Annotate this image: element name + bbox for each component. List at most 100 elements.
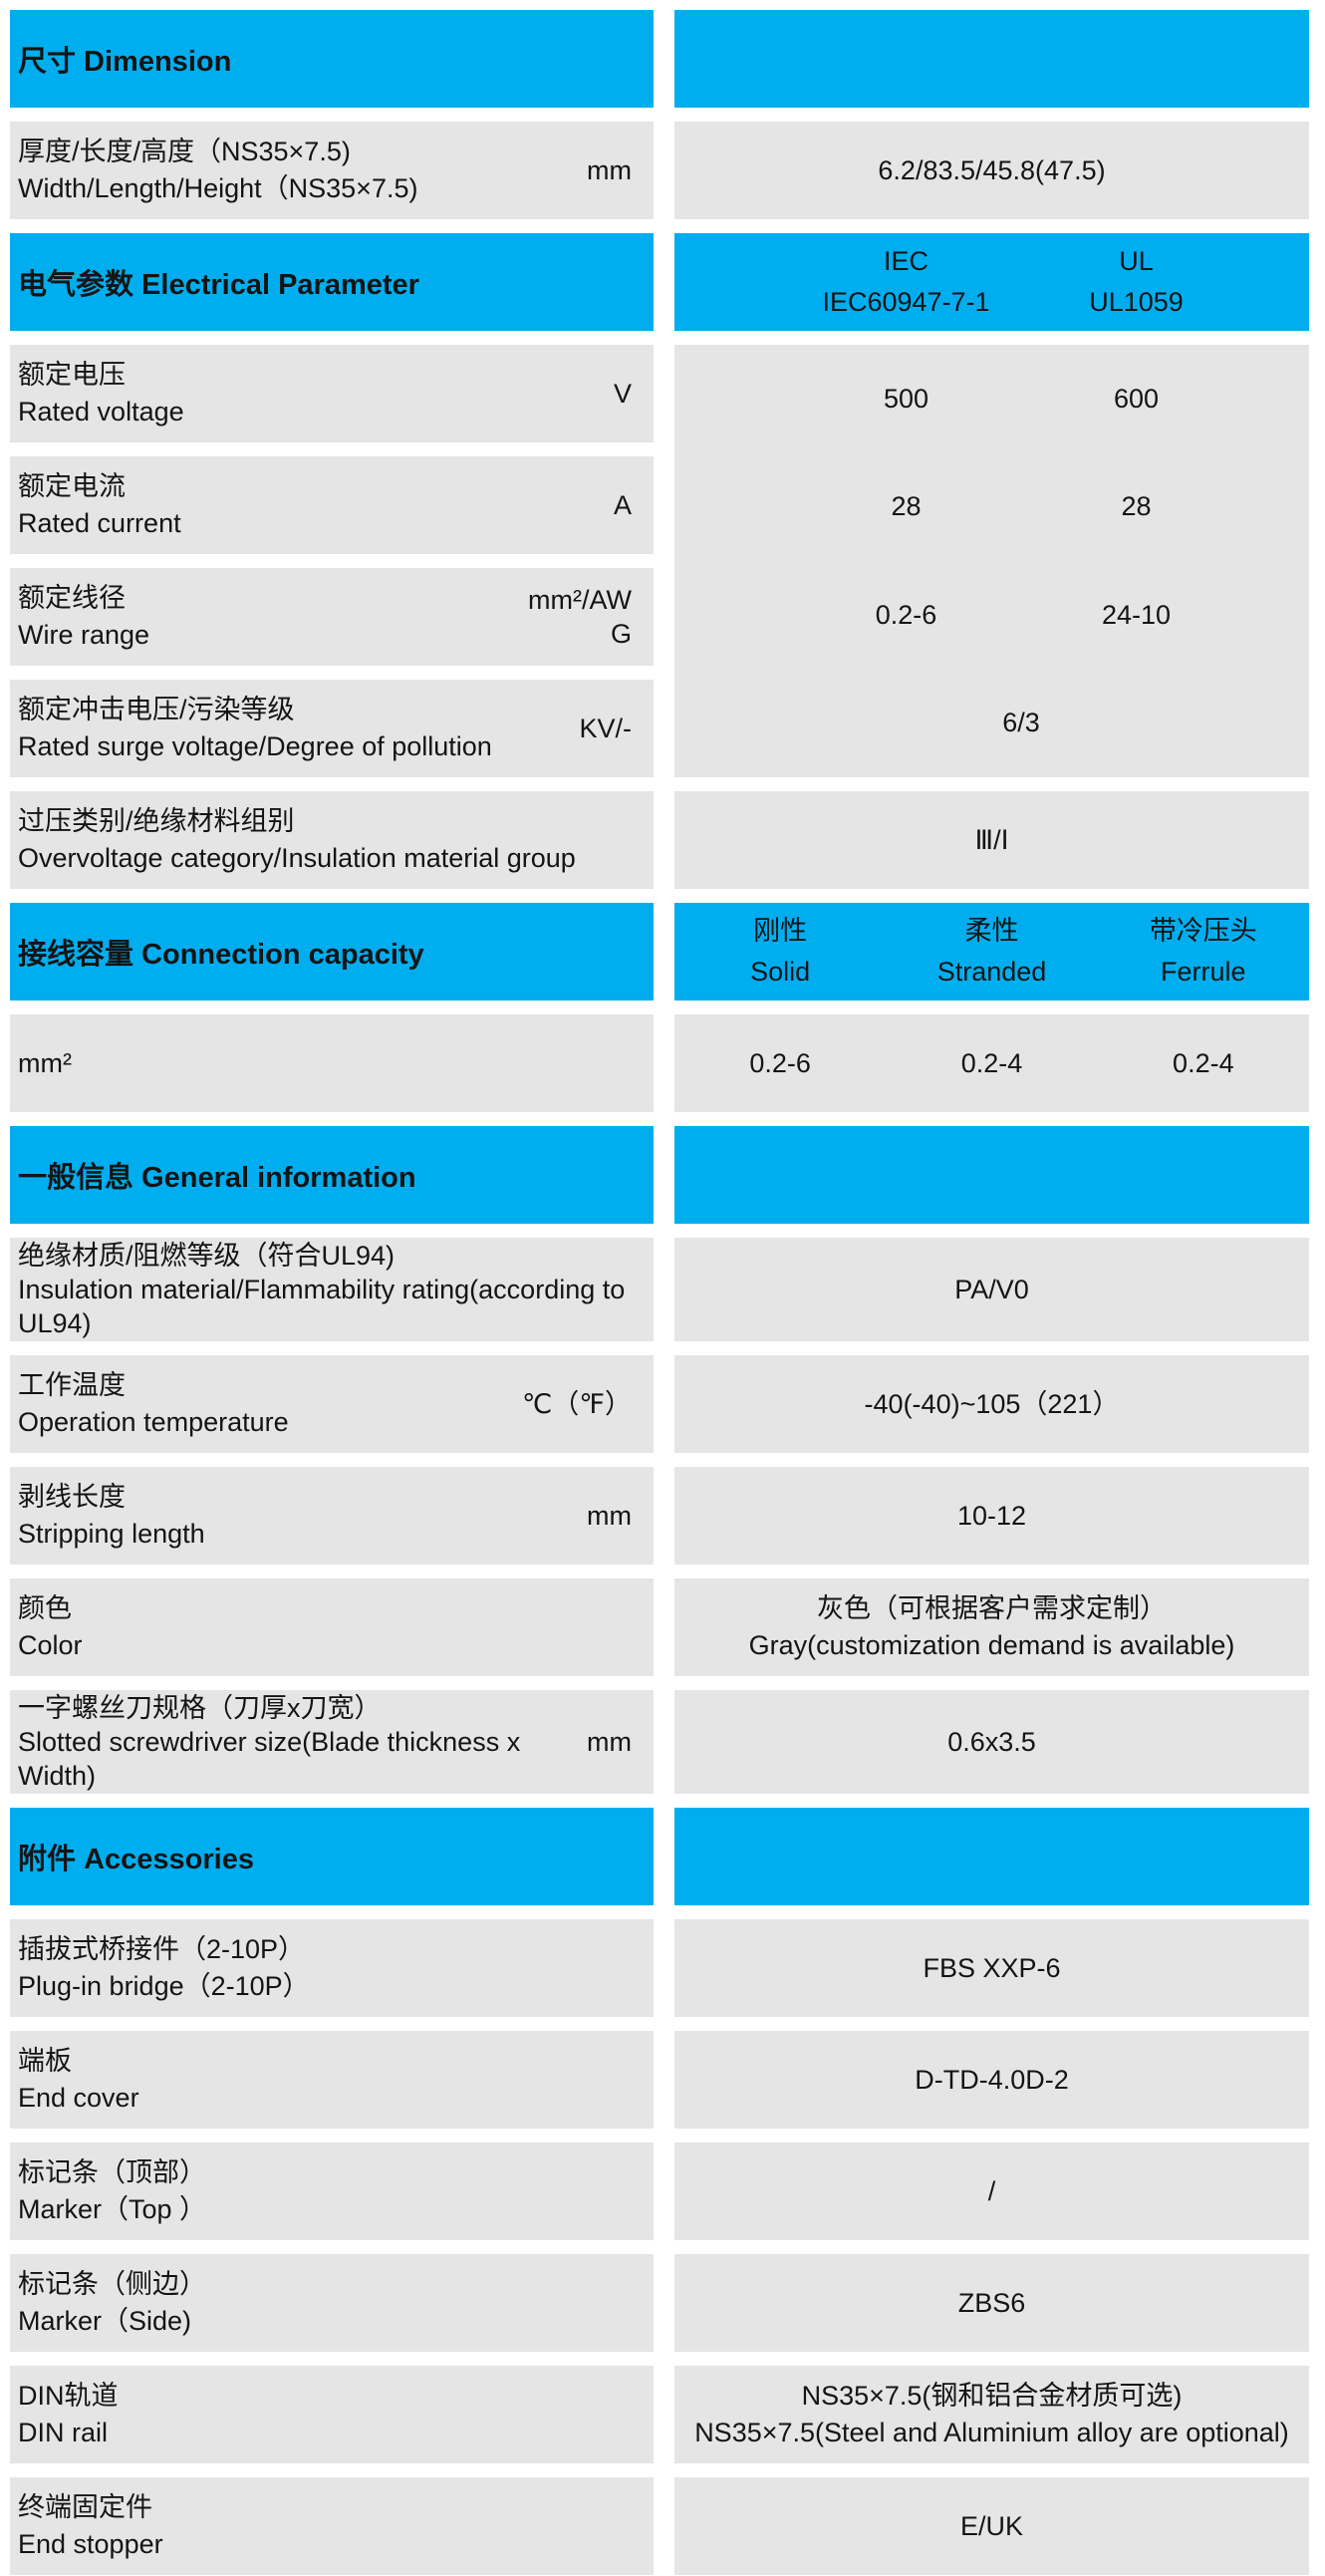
- label-en: Marker（Side): [18, 2306, 192, 2336]
- row-value-en: NS35×7.5(Steel and Aluminium alloy are o…: [694, 2418, 1289, 2447]
- label-en: DIN rail: [18, 2418, 109, 2447]
- dimension-label-cell: 厚度/长度/高度（NS35×7.5) Width/Length/Height（N…: [10, 122, 654, 219]
- bridge-label-cell: 插拔式桥接件（2-10P） Plug-in bridge（2-10P）: [10, 1919, 654, 2017]
- label-en: Slotted screwdriver size(Blade thickness…: [18, 1727, 521, 1757]
- row-label: 额定线径 Wire range: [18, 580, 512, 654]
- label-en: Insulation material/Flammability rating(…: [18, 1275, 626, 1304]
- overvoltage-label-cell: 过压类别/绝缘材料组别 Overvoltage category/Insulat…: [10, 791, 654, 889]
- label-zh: 额定电流: [18, 471, 126, 501]
- accessories-title: 附件 Accessories: [18, 1844, 254, 1875]
- column-zh: 柔性: [964, 916, 1019, 946]
- value-surge-voltage: 6/3: [791, 670, 1251, 778]
- row-label: 额定电压 Rated voltage: [18, 357, 512, 430]
- table-row-temperature: 工作温度 Operation temperature ℃（℉） -40(-40)…: [10, 1355, 1309, 1453]
- value-solid: 0.2-6: [749, 1047, 811, 1078]
- column-zh: 带冷压头: [1149, 916, 1257, 946]
- connection-label-cell: mm²: [10, 1014, 654, 1112]
- value-ul: 28: [1121, 491, 1152, 522]
- electrical-label-stack: 额定电压 Rated voltage V 额定电流 Rated current …: [10, 345, 654, 777]
- row-label: 端板 End cover: [18, 2043, 632, 2117]
- electrical-label-rated-current: 额定电流 Rated current A: [10, 456, 654, 554]
- connection-title: 接线容量 Connection capacity: [18, 939, 424, 971]
- end-cover-value-cell: D-TD-4.0D-2: [674, 2031, 1309, 2129]
- column-en: Solid: [750, 957, 811, 987]
- table-row-plug-in-bridge: 插拔式桥接件（2-10P） Plug-in bridge（2-10P） FBS …: [10, 1919, 1309, 2017]
- label-en: Stripping length: [18, 1519, 205, 1549]
- din-rail-label-cell: DIN轨道 DIN rail: [10, 2366, 654, 2463]
- value-ul: 24-10: [1101, 599, 1172, 630]
- label-zh: 额定电压: [18, 360, 126, 390]
- row-value-zh: NS35×7.5(钢和铝合金材质可选): [801, 2381, 1183, 2411]
- electrical-header-left: 电气参数 Electrical Parameter: [10, 233, 654, 331]
- label-zh: 厚度/长度/高度（NS35×7.5): [18, 137, 351, 166]
- value-pair-rated-voltage: 500 600: [791, 345, 1251, 453]
- value-iec: 500: [883, 383, 929, 414]
- row-label: 标记条（侧边） Marker（Side): [18, 2266, 632, 2340]
- electrical-label-rated-voltage: 额定电压 Rated voltage V: [10, 345, 654, 442]
- table-row-overvoltage: 过压类别/绝缘材料组别 Overvoltage category/Insulat…: [10, 791, 1309, 889]
- row-label: 额定电流 Rated current: [18, 468, 512, 542]
- label-zh: 终端固定件: [18, 2492, 152, 2522]
- dimension-header-left: 尺寸 Dimension: [10, 10, 654, 108]
- table-row-dimension: 厚度/长度/高度（NS35×7.5) Width/Length/Height（N…: [10, 122, 1309, 219]
- value-stranded: 0.2-4: [960, 1047, 1023, 1078]
- label-zh: 绝缘材质/阻燃等级（符合UL94): [18, 1241, 396, 1271]
- label-zh: 工作温度: [18, 1370, 126, 1400]
- marker-top-value-cell: /: [674, 2143, 1309, 2240]
- label-unit-mm2: mm²: [18, 1047, 72, 1078]
- label-en: Marker（Top ）: [18, 2194, 207, 2224]
- electrical-label-surge-voltage: 额定冲击电压/污染等级 Rated surge voltage/Degree o…: [10, 680, 654, 777]
- row-label: 过压类别/绝缘材料组别 Overvoltage category/Insulat…: [18, 803, 632, 877]
- label-zh: 颜色: [18, 1593, 72, 1623]
- screwdriver-label-cell: 一字螺丝刀规格（刀厚x刀宽） Slotted screwdriver size(…: [10, 1690, 654, 1794]
- column-ferrule: 带冷压头 Ferrule: [1098, 911, 1309, 993]
- din-rail-value-cell: NS35×7.5(钢和铝合金材质可选) NS35×7.5(Steel and A…: [674, 2366, 1309, 2463]
- label-en: Color: [18, 1630, 83, 1660]
- label-zh: 一字螺丝刀规格（刀厚x刀宽）: [18, 1693, 382, 1723]
- standard-name: IEC: [883, 246, 928, 276]
- row-value: Ⅲ/Ⅰ: [974, 824, 1009, 855]
- general-title: 一般信息 General information: [18, 1162, 416, 1194]
- connection-columns: 刚性 Solid 柔性 Stranded 带冷压头 Ferrule: [674, 911, 1309, 993]
- label-en-cont: Width): [18, 1761, 97, 1791]
- unit-label: mm: [587, 155, 632, 185]
- row-value: -40(-40)~105（221）: [864, 1388, 1120, 1419]
- label-en: End cover: [18, 2083, 139, 2113]
- row-value: 6/3: [1002, 708, 1040, 738]
- value-iec: 28: [891, 491, 922, 522]
- row-label: 额定冲击电压/污染等级 Rated surge voltage/Degree o…: [18, 692, 562, 765]
- dimension-title: 尺寸 Dimension: [18, 46, 232, 78]
- column-solid: 刚性 Solid: [674, 911, 886, 993]
- standard-ref: UL1059: [1089, 287, 1184, 317]
- electrical-body: 额定电压 Rated voltage V 额定电流 Rated current …: [10, 345, 1309, 777]
- row-label: 终端固定件 End stopper: [18, 2489, 632, 2563]
- insulation-value-cell: PA/V0: [674, 1238, 1309, 1341]
- row-label: DIN轨道 DIN rail: [18, 2378, 632, 2451]
- electrical-values-block: 500 600 28 28 0.2-6 24-10 6/3: [674, 345, 1309, 777]
- table-row-color: 颜色 Color 灰色（可根据客户需求定制） Gray(customizatio…: [10, 1578, 1309, 1676]
- standard-col-ul: UL UL1059: [1021, 241, 1251, 323]
- overvoltage-value-cell: Ⅲ/Ⅰ: [674, 791, 1309, 889]
- dimension-header-right: [674, 10, 1309, 108]
- screwdriver-value-cell: 0.6x3.5: [674, 1690, 1309, 1794]
- row-label: 剥线长度 Stripping length: [18, 1479, 512, 1553]
- electrical-label-wire-range: 额定线径 Wire range mm²/AWG: [10, 568, 654, 666]
- label-en: Plug-in bridge（2-10P）: [18, 1971, 310, 2001]
- value-pair-rated-current: 28 28: [791, 453, 1251, 562]
- table-row-end-stopper: 终端固定件 End stopper E/UK: [10, 2477, 1309, 2575]
- unit-label: ℃（℉）: [521, 1389, 632, 1419]
- label-zh: 剥线长度: [18, 1482, 126, 1512]
- accessories-header-left: 附件 Accessories: [10, 1808, 654, 1905]
- row-value: E/UK: [959, 2510, 1024, 2541]
- table-row-end-cover: 端板 End cover D-TD-4.0D-2: [10, 2031, 1309, 2129]
- section-header-dimension: 尺寸 Dimension: [10, 10, 1309, 108]
- label-zh: 插拔式桥接件（2-10P）: [18, 1934, 306, 1964]
- standard-col-iec: IEC IEC60947-7-1: [791, 241, 1021, 323]
- label-en: Operation temperature: [18, 1407, 289, 1437]
- standard-ref: IEC60947-7-1: [822, 287, 990, 317]
- section-header-general: 一般信息 General information: [10, 1126, 1309, 1224]
- label-en: Rated current: [18, 508, 181, 538]
- label-en: End stopper: [18, 2529, 163, 2559]
- stripping-label-cell: 剥线长度 Stripping length mm: [10, 1467, 654, 1565]
